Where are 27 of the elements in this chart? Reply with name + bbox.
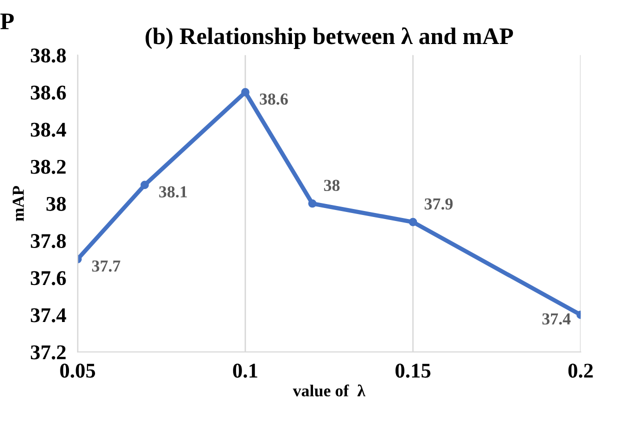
point bbox=[408, 218, 418, 226]
data-label: 37.7 bbox=[92, 260, 120, 272]
data-label: 38.1 bbox=[159, 186, 187, 198]
point bbox=[140, 180, 149, 190]
x-axis-title: value of λ bbox=[292, 384, 366, 396]
y-tick-label: 37.6 bbox=[30, 271, 66, 286]
data-label: 37.4 bbox=[542, 313, 571, 325]
point bbox=[241, 88, 250, 96]
x-tick-label: 0.05 bbox=[60, 364, 96, 378]
data-label: 38 bbox=[324, 180, 340, 192]
y-axis-title: mAP bbox=[12, 186, 24, 222]
x-tick-label: 0.15 bbox=[396, 364, 430, 378]
text: P bbox=[0, 14, 14, 30]
point bbox=[308, 199, 317, 208]
y-tick-label: 37.8 bbox=[30, 234, 66, 248]
y-tick-label: 37.2 bbox=[30, 345, 66, 360]
chart-title: (b) Relationship between λ and mAP bbox=[146, 27, 513, 50]
data-label: 38.6 bbox=[260, 93, 288, 105]
y-tick-label: 38 bbox=[46, 196, 66, 211]
x-tick-label: 0.1 bbox=[233, 364, 258, 378]
y-tick-label: 37.4 bbox=[30, 308, 66, 322]
y-tick-label: 38.6 bbox=[30, 86, 66, 100]
y-tick-label: 38.8 bbox=[30, 48, 66, 63]
y-tick-label: 38.4 bbox=[30, 122, 66, 137]
data-label: 37.9 bbox=[424, 198, 453, 210]
y-tick-label: 38.2 bbox=[30, 160, 66, 174]
x-tick-label: 0.2 bbox=[568, 364, 593, 378]
